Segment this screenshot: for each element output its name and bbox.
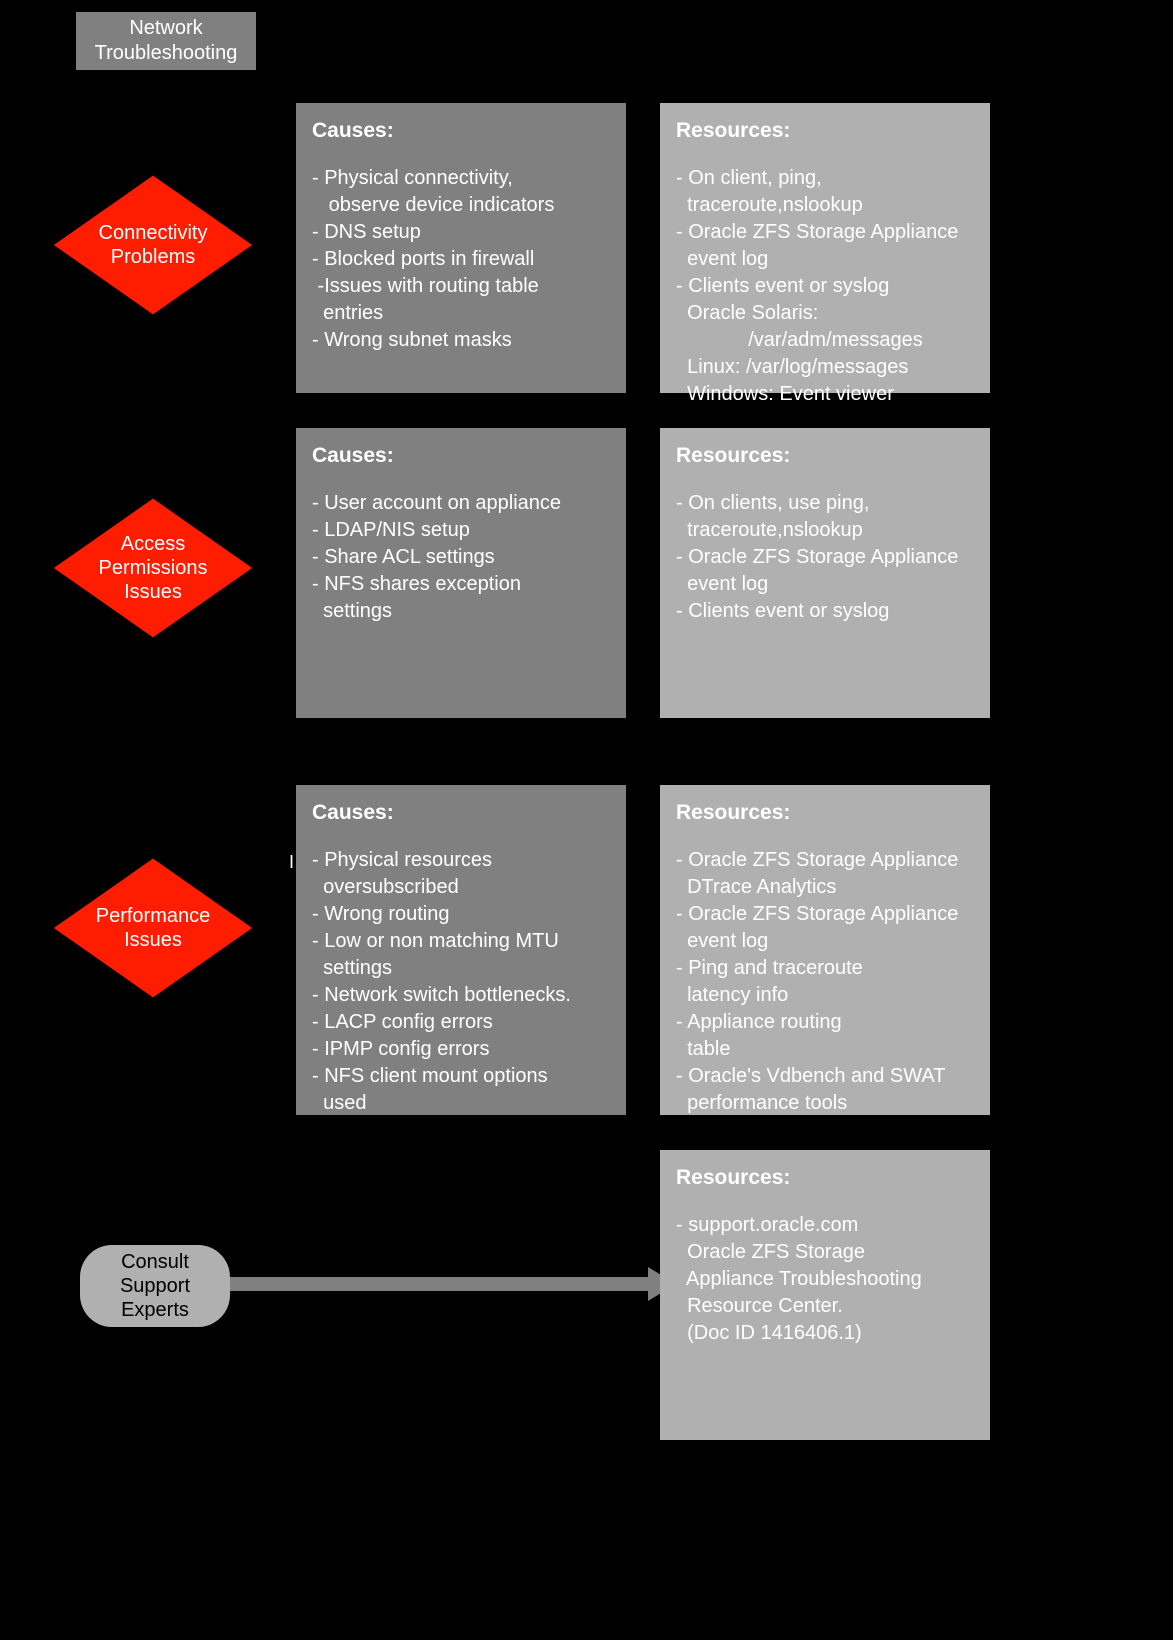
panel-line: - Network switch bottlenecks. [312, 982, 610, 1009]
panel-header: Resources: [676, 799, 974, 827]
panel-line: - Oracle ZFS Storage Appliance [676, 847, 974, 874]
causes-panel-connectivity: Causes: - Physical connectivity, observe … [296, 103, 626, 393]
diamond-label: Access Permissions Issues [53, 498, 253, 638]
resources-panel-consult: Resources: - support.oracle.com Oracle ZF… [660, 1150, 990, 1440]
panel-line: - Clients event or syslog [676, 273, 974, 300]
diamond-line: Issues [124, 581, 182, 603]
stray-tick: I [289, 852, 294, 873]
panel-line: - LDAP/NIS setup [312, 517, 610, 544]
panel-line: - LACP config errors [312, 1009, 610, 1036]
panel-line: observe device indicators [312, 192, 610, 219]
diamond-line: Permissions [99, 557, 208, 579]
panel-line: - On client, ping, [676, 165, 974, 192]
panel-line: - Physical connectivity, [312, 165, 610, 192]
panel-line: - Oracle ZFS Storage Appliance [676, 901, 974, 928]
capsule-line: Experts [121, 1299, 189, 1321]
panel-line: settings [312, 598, 610, 625]
panel-line: Resource Center. [676, 1293, 974, 1320]
diamond-label: Performance Issues [53, 858, 253, 998]
panel-line: - Wrong routing [312, 901, 610, 928]
panel-line: Windows: Event viewer [676, 381, 974, 408]
panel-line: - IPMP config errors [312, 1036, 610, 1063]
title-line2: Troubleshooting [95, 41, 238, 66]
panel-header: Causes: [312, 799, 610, 827]
panel-line: - DNS setup [312, 219, 610, 246]
panel-line: - NFS shares exception [312, 571, 610, 598]
panel-line: - support.oracle.com [676, 1212, 974, 1239]
panel-line: - Oracle ZFS Storage Appliance [676, 544, 974, 571]
diamond-line: Issues [124, 929, 182, 951]
panel-line: - Low or non matching MTU [312, 928, 610, 955]
panel-line: - NFS client mount options [312, 1063, 610, 1090]
panel-line: Oracle ZFS Storage [676, 1239, 974, 1266]
diamond-line: Problems [111, 246, 195, 268]
figure-caption: Figure 8. Overview of network troublesho… [55, 1530, 463, 1553]
panel-line: entries [312, 300, 610, 327]
capsule-line: Consult [121, 1251, 189, 1273]
panel-line: (Doc ID 1416406.1) [676, 1320, 974, 1347]
causes-panel-access: Causes: - User account on appliance- LDAP… [296, 428, 626, 718]
panel-line: performance tools [676, 1090, 974, 1117]
panel-line: DTrace Analytics [676, 874, 974, 901]
panel-line: - Wrong subnet masks [312, 327, 610, 354]
panel-line: settings [312, 955, 610, 982]
diamond-line: Performance [96, 905, 211, 927]
panel-line: /var/adm/messages [676, 327, 974, 354]
panel-header: Resources: [676, 117, 974, 145]
panel-line: - Appliance routing [676, 1009, 974, 1036]
panel-header: Resources: [676, 1164, 974, 1192]
panel-header: Causes: [312, 442, 610, 470]
panel-line: used [312, 1090, 610, 1117]
panel-line: Linux: /var/log/messages [676, 354, 974, 381]
arrow-shape [230, 1267, 676, 1301]
panel-line: traceroute,nslookup [676, 192, 974, 219]
panel-line: - Clients event or syslog [676, 598, 974, 625]
arrow-consult-to-resources [230, 1267, 676, 1301]
panel-line: - User account on appliance [312, 490, 610, 517]
title-line1: Network [129, 16, 202, 41]
causes-panel-performance: Causes: - Physical resources oversubscrib… [296, 785, 626, 1115]
capsule-line: Support [120, 1275, 190, 1297]
panel-line: latency info [676, 982, 974, 1009]
diamond-access: Access Permissions Issues [53, 498, 253, 638]
panel-line: event log [676, 928, 974, 955]
diamond-label: Connectivity Problems [53, 175, 253, 315]
panel-line: - Blocked ports in firewall [312, 246, 610, 273]
panel-line: - Ping and traceroute [676, 955, 974, 982]
panel-line: event log [676, 246, 974, 273]
panel-line: - Oracle's Vdbench and SWAT [676, 1063, 974, 1090]
resources-panel-access: Resources: - On clients, use ping, tracer… [660, 428, 990, 718]
diamond-connectivity: Connectivity Problems [53, 175, 253, 315]
panel-header: Causes: [312, 117, 610, 145]
diamond-performance: Performance Issues [53, 858, 253, 998]
resources-panel-connectivity: Resources: - On client, ping, traceroute,… [660, 103, 990, 393]
panel-line: - Physical resources [312, 847, 610, 874]
diamond-line: Access [121, 533, 185, 555]
title-box: Network Troubleshooting [76, 12, 256, 70]
panel-line: oversubscribed [312, 874, 610, 901]
panel-line: -Issues with routing table [312, 273, 610, 300]
panel-line: event log [676, 571, 974, 598]
consult-capsule: Consult Support Experts [80, 1245, 230, 1327]
panel-line: - On clients, use ping, [676, 490, 974, 517]
panel-line: - Oracle ZFS Storage Appliance [676, 219, 974, 246]
panel-line: table [676, 1036, 974, 1063]
panel-header: Resources: [676, 442, 974, 470]
panel-line: Appliance Troubleshooting [676, 1266, 974, 1293]
panel-line: - Share ACL settings [312, 544, 610, 571]
panel-line: Oracle Solaris: [676, 300, 974, 327]
resources-panel-performance: Resources: - Oracle ZFS Storage Appliance… [660, 785, 990, 1115]
diamond-line: Connectivity [99, 222, 208, 244]
panel-line: traceroute,nslookup [676, 517, 974, 544]
